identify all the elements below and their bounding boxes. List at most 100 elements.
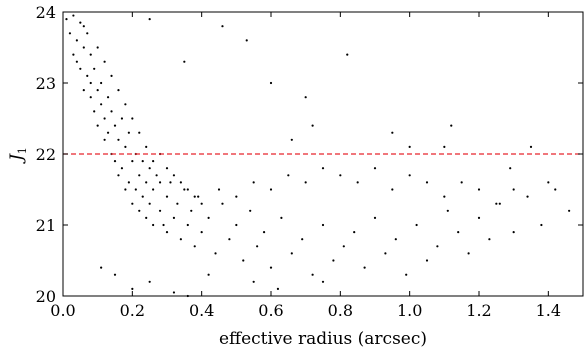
data-point	[512, 188, 515, 191]
data-point	[460, 181, 463, 184]
data-point	[287, 174, 290, 177]
data-point	[75, 60, 78, 63]
data-point	[186, 188, 189, 191]
data-point	[200, 202, 203, 205]
data-point	[391, 188, 394, 191]
points-layer	[65, 14, 571, 298]
data-point	[547, 181, 550, 184]
data-point	[162, 223, 165, 227]
data-point	[141, 160, 144, 163]
x-tick-label: 0.0	[50, 301, 75, 320]
data-point	[269, 188, 273, 191]
data-point	[353, 231, 356, 234]
data-point	[134, 188, 137, 191]
data-point	[100, 266, 103, 269]
data-point	[280, 216, 283, 219]
data-point	[127, 131, 130, 134]
data-point	[127, 181, 130, 184]
data-point	[568, 209, 571, 212]
data-point	[110, 74, 113, 77]
data-point	[200, 231, 203, 234]
data-point	[145, 216, 148, 219]
data-point	[373, 216, 377, 219]
data-point	[290, 138, 293, 141]
data-point	[158, 209, 162, 212]
data-point	[217, 188, 221, 191]
data-point	[72, 53, 75, 56]
y-axis-label-subscript: 1	[16, 147, 29, 154]
data-point	[235, 195, 238, 198]
data-point	[79, 21, 82, 24]
data-point	[405, 273, 408, 276]
data-point	[138, 131, 141, 134]
data-point	[148, 280, 151, 283]
data-point	[356, 181, 359, 184]
x-tick-label: 0.6	[258, 301, 283, 320]
data-point	[193, 245, 196, 248]
data-point	[408, 145, 411, 148]
data-point	[124, 103, 127, 106]
data-point	[103, 117, 106, 120]
data-point	[145, 145, 148, 148]
data-point	[72, 14, 75, 17]
data-point	[415, 223, 418, 227]
data-point	[172, 291, 176, 294]
data-point	[425, 259, 429, 262]
data-point	[321, 223, 325, 227]
data-point	[384, 252, 387, 255]
data-point	[124, 188, 127, 191]
data-point	[252, 181, 255, 184]
data-point	[488, 238, 491, 241]
data-point	[165, 167, 169, 170]
data-point	[207, 273, 210, 276]
data-point	[221, 202, 224, 205]
data-point	[443, 195, 446, 198]
data-point	[179, 181, 182, 184]
data-point	[304, 181, 307, 184]
data-point	[103, 138, 106, 141]
data-point	[165, 195, 169, 198]
data-point	[141, 195, 144, 198]
data-point	[373, 167, 377, 170]
data-point	[342, 245, 345, 248]
data-point	[179, 238, 182, 241]
data-point	[65, 18, 68, 21]
x-tick-label: 0.4	[189, 301, 214, 320]
data-point	[554, 188, 557, 191]
data-point	[82, 89, 85, 92]
data-point	[172, 174, 176, 177]
data-point	[290, 252, 293, 255]
data-point	[131, 117, 134, 120]
data-point	[249, 209, 252, 212]
data-point	[148, 202, 151, 205]
data-point	[363, 266, 366, 269]
data-point	[214, 252, 217, 255]
data-point	[321, 167, 325, 170]
data-point	[131, 287, 134, 290]
data-point	[391, 131, 394, 134]
data-point	[120, 167, 124, 170]
data-point	[256, 245, 259, 248]
data-point	[443, 145, 446, 148]
data-point	[311, 124, 314, 127]
data-point	[96, 89, 99, 92]
data-point	[176, 202, 179, 205]
data-point	[138, 174, 141, 177]
data-point	[138, 209, 141, 212]
data-point	[529, 145, 533, 148]
y-tick-label: 22	[36, 145, 56, 164]
data-point	[120, 117, 124, 120]
data-point	[152, 223, 155, 227]
data-point	[158, 181, 162, 184]
data-point	[450, 124, 453, 127]
data-point	[242, 259, 245, 262]
data-point	[394, 238, 397, 241]
data-point	[75, 39, 78, 42]
data-point	[152, 160, 155, 163]
data-point	[117, 89, 120, 92]
data-point	[498, 202, 501, 205]
data-point	[540, 223, 543, 227]
data-point	[190, 209, 193, 212]
data-point	[495, 202, 498, 205]
data-point	[152, 188, 155, 191]
